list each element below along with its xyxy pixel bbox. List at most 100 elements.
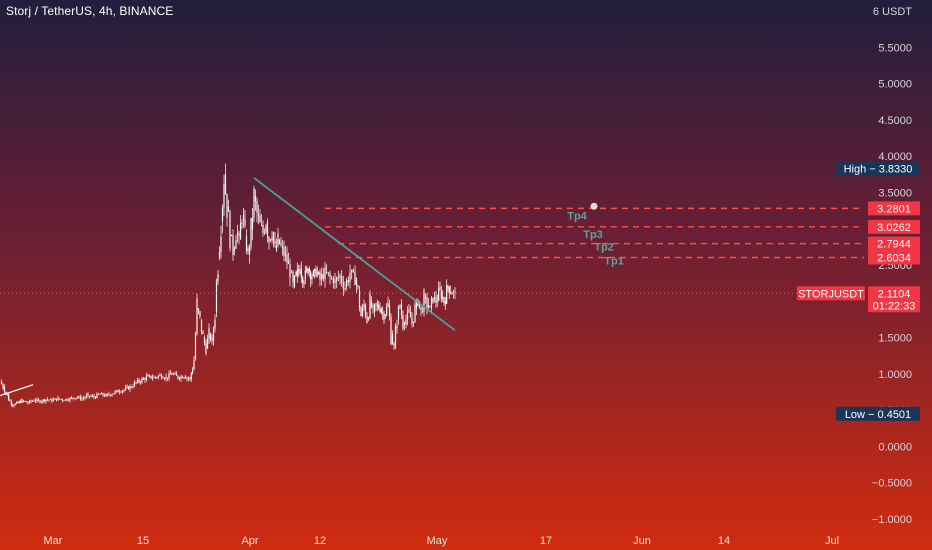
candle-body <box>200 319 203 332</box>
x-tick-label: 17 <box>540 535 552 547</box>
candle-body <box>296 269 298 276</box>
candle-body <box>408 309 410 312</box>
candle-body <box>312 271 314 276</box>
candle-body <box>314 269 316 272</box>
candle-body <box>299 271 301 274</box>
candle-body <box>106 393 109 396</box>
candle-body <box>262 224 264 233</box>
candle-body <box>223 184 225 208</box>
candle-body <box>175 373 178 376</box>
candle-body <box>429 305 431 308</box>
candle-body <box>263 232 266 234</box>
y-tick-label: 0.0000 <box>878 441 912 453</box>
price-tag-text: 2.1104 <box>878 288 911 300</box>
candle-body <box>259 215 261 223</box>
candle-body <box>409 312 412 318</box>
candle-body <box>321 274 323 280</box>
candle-body <box>363 304 365 308</box>
candle-body <box>120 392 122 393</box>
candle-body <box>2 384 4 389</box>
candle-body <box>380 308 382 313</box>
candle-body <box>99 394 101 395</box>
candle-body <box>369 293 371 319</box>
candle-body <box>361 307 364 316</box>
candle-body <box>3 386 6 393</box>
candle-body <box>118 391 121 393</box>
candle-body <box>391 333 394 345</box>
candle-body <box>444 301 446 304</box>
candle-body <box>154 377 157 378</box>
candle-body <box>226 193 228 218</box>
candle-body <box>250 217 252 248</box>
candle-body <box>383 313 385 321</box>
candle-body <box>326 272 328 274</box>
candle-body <box>16 402 18 404</box>
candle-body <box>193 359 195 370</box>
candle-body <box>205 343 207 354</box>
candle-body <box>339 275 341 278</box>
y-axis-labels: 6 USDT5.50005.00004.50004.00003.50003.00… <box>872 6 912 526</box>
candle-body <box>174 373 176 375</box>
candle-body <box>329 273 331 278</box>
candle-body <box>242 214 245 220</box>
candle-body <box>399 305 401 308</box>
candle-body <box>332 278 334 284</box>
candle-body <box>197 308 200 312</box>
candle-body <box>402 315 404 329</box>
level-tag-tp1-text: 2.6034 <box>877 252 911 264</box>
candle-body <box>45 399 47 402</box>
candle-body <box>187 377 190 379</box>
candle-body <box>440 290 442 299</box>
candle-body <box>108 393 110 395</box>
candle-body <box>251 217 254 229</box>
candle-body <box>70 397 73 399</box>
level-tag-tp2-text: 2.7944 <box>877 239 911 251</box>
candle-body <box>103 395 106 397</box>
candle-body <box>49 399 52 401</box>
candle-body <box>266 221 269 238</box>
candle-body <box>448 286 450 293</box>
candle-body <box>387 303 389 307</box>
candle-body <box>354 271 356 285</box>
y-tick-label: 1.5000 <box>878 333 912 345</box>
candle-body <box>272 232 275 242</box>
trendline <box>253 177 456 332</box>
candle-body <box>275 245 278 251</box>
candle-body <box>160 375 163 378</box>
candle-body <box>25 401 28 403</box>
candle-body <box>37 399 40 401</box>
candle-body <box>18 401 20 403</box>
level-label-tp2: Tp2 <box>594 242 614 254</box>
candle-body <box>111 394 113 396</box>
candle-body <box>298 269 300 272</box>
candle-body <box>136 379 139 383</box>
candle-body <box>315 269 317 277</box>
x-tick-label: Jul <box>825 535 839 547</box>
candle-body <box>247 248 249 252</box>
candle-body <box>190 372 192 379</box>
candle-body <box>27 402 29 404</box>
candle-body <box>366 315 368 323</box>
high-tag-bg <box>836 161 920 176</box>
candle-body <box>215 281 218 313</box>
candle-body <box>336 277 338 281</box>
candle-body <box>230 234 233 236</box>
candle-body <box>78 396 80 398</box>
candle-body <box>5 392 7 394</box>
x-tick-label: May <box>427 535 448 547</box>
candle-body <box>358 290 361 308</box>
candle-body <box>186 377 188 379</box>
low-tag-text: Low − 0.4501 <box>845 409 911 421</box>
candle-body <box>115 390 118 392</box>
candle-body <box>239 222 242 240</box>
x-tick-label: Jun <box>633 535 651 547</box>
candle-body <box>138 379 140 382</box>
candle-body <box>39 400 41 403</box>
y-tick-label: 3.5000 <box>878 187 912 199</box>
candle-body <box>217 274 219 282</box>
candle-body <box>8 394 10 401</box>
